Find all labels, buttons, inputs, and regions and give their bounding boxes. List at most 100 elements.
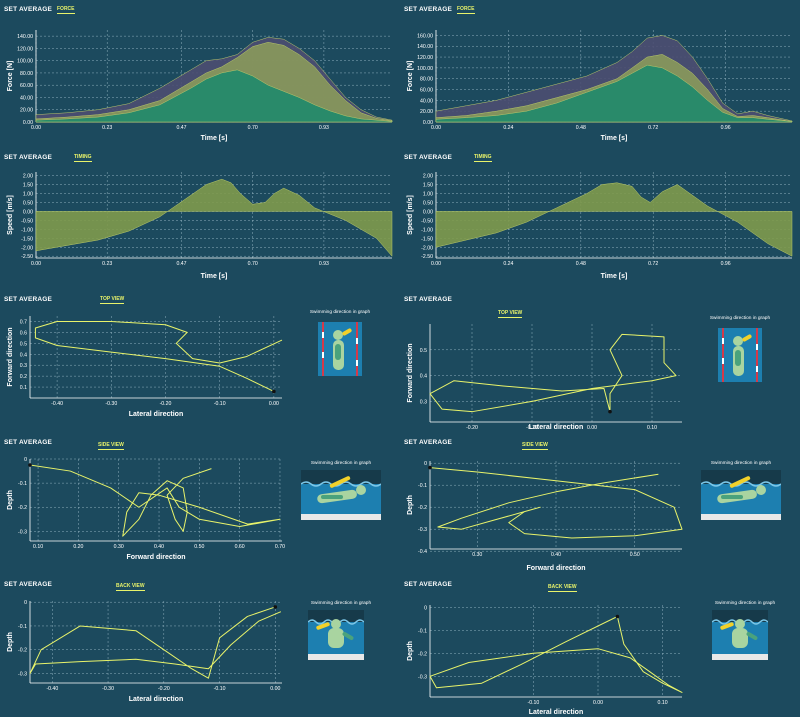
trajectory-line: [29, 606, 282, 679]
x-axis-label: Forward direction: [526, 565, 585, 572]
direction-caption: Swimming direction in graph: [309, 310, 371, 315]
force-chart-right: 0.00 0.24 0.48 0.72 0.96 0.00 20.00 40.00 60.00 8…: [407, 30, 793, 142]
y-tick-label: -0.50: [421, 218, 433, 224]
panel-title: SET AVERAGE: [404, 439, 453, 446]
y-tick-label: 0.00: [23, 120, 33, 126]
x-tick-label: 0.10: [647, 425, 657, 431]
y-tick-label: -0.3: [418, 527, 427, 533]
x-axis-label: Forward direction: [126, 554, 185, 561]
y-tick-label: 0: [424, 605, 427, 611]
x-tick-label: 0.70: [248, 261, 258, 267]
x-tick-label: 0.47: [176, 125, 186, 131]
y-tick-label: -0.1: [418, 483, 427, 489]
y-tick-label: -0.1: [18, 481, 27, 487]
x-tick-label: 0.70: [248, 125, 258, 131]
y-tick-label: 0.5: [20, 341, 27, 347]
top-view-panel-left: SET AVERAGE TOP VIEW -0.40 -0.30 -0.20 -0.1…: [0, 290, 400, 433]
y-tick-label: 20.00: [20, 108, 33, 114]
x-tick-label: 0.30: [114, 544, 124, 550]
x-tick-label: 0.10: [658, 700, 668, 706]
y-tick-label: 100.00: [417, 66, 433, 72]
direction-legend: Swimming direction in graph: [296, 461, 386, 531]
y-tick-label: -0.1: [418, 628, 427, 634]
trajectory-end-marker: [272, 389, 276, 394]
x-tick-label: 0.00: [431, 261, 441, 267]
timing-panel-left: SET AVERAGE TIMING 0.00 0.23 0.47 0.70 0.93 -…: [0, 148, 400, 290]
direction-caption: Swimming direction in graph: [709, 316, 771, 321]
y-axis-label: Depth: [407, 641, 414, 661]
y-tick-label: 60.00: [20, 83, 33, 89]
y-tick-label: 0: [424, 461, 427, 467]
x-tick-label: 0.00: [31, 261, 41, 267]
y-tick-label: 80.00: [420, 77, 433, 83]
y-tick-label: 2.00: [23, 174, 33, 180]
side-view-panel-left: SET AVERAGE SIDE VIEW 0.10 0.20 0.30 0.40 0.…: [0, 433, 400, 575]
trajectory-end-marker: [28, 463, 32, 467]
x-tick-label: 0.24: [503, 261, 513, 267]
back-view-chart-right: -0.10 0.00 0.10 0 -0.1 -0.2 -0.3 Lateral direct…: [407, 605, 683, 716]
area-series: [35, 178, 393, 257]
y-axis-label: Forward direction: [407, 343, 414, 402]
x-tick-label: -0.40: [51, 401, 63, 407]
y-tick-label: 0.50: [423, 200, 433, 206]
x-tick-label: 0.30: [472, 552, 482, 558]
y-tick-label: 2.00: [423, 174, 433, 180]
x-tick-label: 0.00: [31, 125, 41, 131]
y-tick-label: 0.7: [20, 319, 27, 325]
y-tick-label: 120.00: [417, 55, 433, 61]
x-axis-label: Lateral direction: [129, 411, 183, 418]
y-tick-label: 140.00: [417, 44, 433, 50]
x-tick-label: 0.10: [33, 544, 43, 550]
back-view-panel-right: SET AVERAGE BACK VIEW -0.10 0.00 0.10 0 -0.1…: [400, 575, 800, 717]
y-tick-label: 0: [24, 600, 27, 606]
y-axis-label: Depth: [407, 495, 414, 515]
swimmer-back-view-icon: [308, 610, 364, 660]
y-tick-label: -0.3: [18, 671, 27, 677]
direction-legend: Swimming direction in graph: [696, 461, 786, 531]
y-axis-label: Force [N]: [407, 61, 414, 92]
panel-title: SET AVERAGE: [4, 581, 53, 588]
x-tick-label: 0.00: [270, 686, 280, 692]
x-tick-label: -0.30: [105, 401, 117, 407]
panel-title: SET AVERAGE: [404, 154, 453, 161]
panel-badge: BACK VIEW: [548, 584, 577, 592]
y-tick-label: 0.4: [420, 374, 427, 380]
y-tick-label: -2.50: [21, 254, 33, 260]
panel-title: SET AVERAGE: [4, 296, 53, 303]
x-tick-label: 0.96: [721, 261, 731, 267]
x-tick-label: 0.23: [102, 125, 112, 131]
x-tick-label: 0.72: [648, 261, 658, 267]
x-tick-label: -0.10: [214, 686, 226, 692]
panel-title: SET AVERAGE: [4, 439, 53, 446]
swimmer-top-view-icon: [318, 322, 362, 376]
y-tick-label: 1.00: [423, 192, 433, 198]
y-tick-label: 0.5: [420, 348, 427, 354]
side-view-panel-right: SET AVERAGE SIDE VIEW 0.30 0.40 0.50 0 -0.1 -…: [400, 433, 800, 575]
x-tick-label: -0.20: [160, 401, 172, 407]
x-tick-label: -0.20: [158, 686, 170, 692]
y-tick-label: 140.00: [17, 34, 33, 40]
panel-badge: SIDE VIEW: [98, 442, 124, 450]
y-tick-label: -0.50: [21, 218, 33, 224]
x-tick-label: 0.48: [576, 261, 586, 267]
y-tick-label: -0.2: [418, 505, 427, 511]
x-axis-label: Lateral direction: [129, 696, 183, 703]
y-tick-label: 0: [24, 457, 27, 463]
y-tick-label: -0.3: [18, 529, 27, 535]
x-tick-label: 0.50: [194, 544, 204, 550]
x-axis-label: Time [s]: [601, 273, 628, 280]
y-tick-label: 160.00: [417, 33, 433, 39]
x-tick-label: 0.40: [551, 552, 561, 558]
direction-legend: Swimming direction in graph: [296, 601, 386, 671]
force-chart-left: 0.00 0.23 0.47 0.70 0.93 0.00 20.00 40.00 60.00 8…: [7, 30, 393, 142]
y-tick-label: 1.50: [423, 183, 433, 189]
timing-panel-right: SET AVERAGE TIMING 0.00 0.24 0.48 0.72 0.96 -…: [400, 148, 800, 290]
y-tick-label: -0.2: [418, 651, 427, 657]
panel-title: SET AVERAGE: [4, 6, 53, 13]
y-tick-label: 60.00: [420, 88, 433, 94]
y-tick-label: 20.00: [420, 109, 433, 115]
y-tick-label: -1.00: [21, 227, 33, 233]
back-view-chart-left: -0.40 -0.30 -0.20 -0.10 0.00 0 -0.1 -0.2 -0.3 Lat…: [7, 600, 282, 703]
x-axis-label: Lateral direction: [529, 709, 583, 716]
